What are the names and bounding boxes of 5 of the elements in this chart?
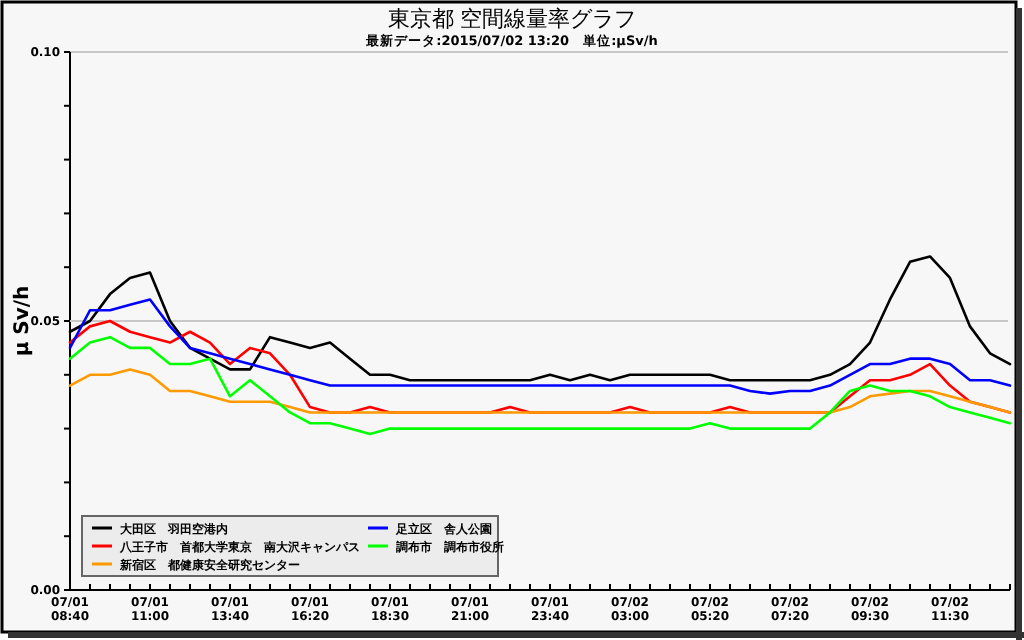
line-series <box>68 335 1012 436</box>
title: 東京都 空間線量率グラフ <box>387 6 637 32</box>
y-axis-title: µ Sv/h <box>12 285 34 357</box>
line-series <box>68 368 1012 414</box>
line-series <box>68 298 1012 395</box>
